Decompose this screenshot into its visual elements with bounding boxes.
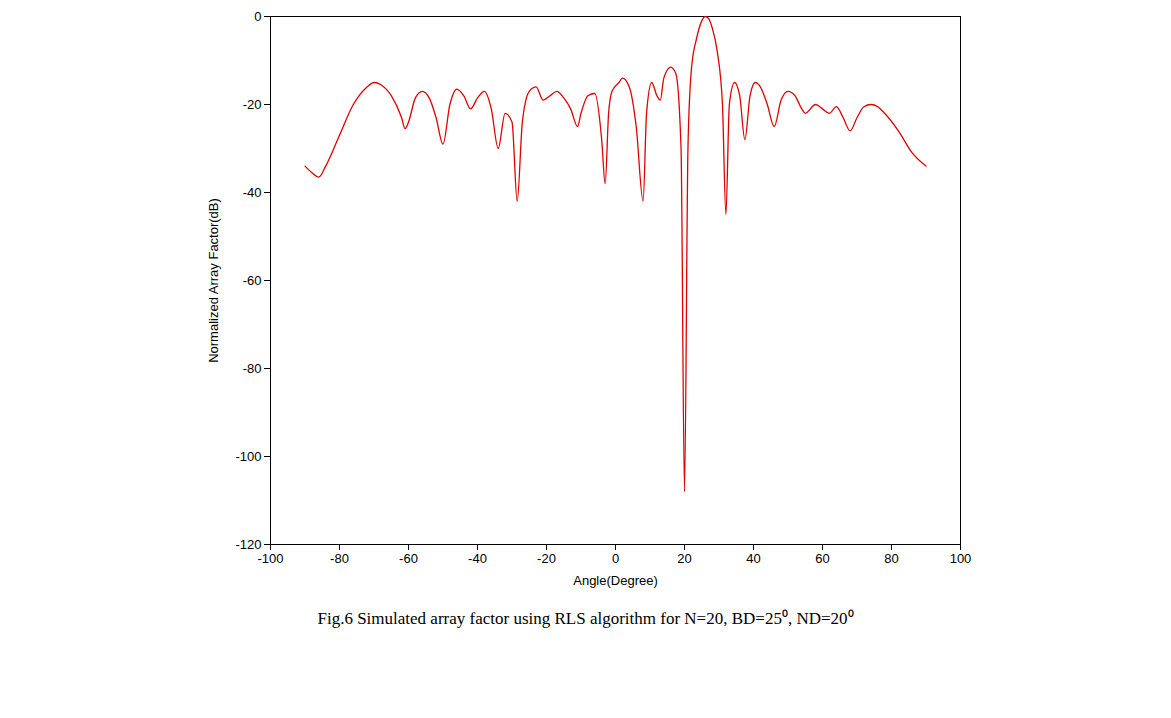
svg-text:-40: -40 xyxy=(243,185,262,200)
svg-text:0: 0 xyxy=(612,551,619,566)
svg-text:-60: -60 xyxy=(243,273,262,288)
svg-text:60: 60 xyxy=(815,551,829,566)
html-text:Fig.6 Simulated array factor u: Fig.6 Simulated array factor using RLS a… xyxy=(317,609,854,628)
svg-text:-20: -20 xyxy=(537,551,556,566)
svg-text:Normalized Array Factor(dB): Normalized Array Factor(dB) xyxy=(206,198,221,363)
svg-text:-120: -120 xyxy=(235,537,261,552)
svg-text:-100: -100 xyxy=(235,449,261,464)
svg-text:-60: -60 xyxy=(399,551,418,566)
svg-text:80: 80 xyxy=(884,551,898,566)
svg-text:40: 40 xyxy=(746,551,760,566)
svg-text:-40: -40 xyxy=(468,551,487,566)
svg-text:-20: -20 xyxy=(243,97,262,112)
svg-text:20: 20 xyxy=(677,551,691,566)
svg-text:0: 0 xyxy=(254,9,261,24)
svg-text:-80: -80 xyxy=(243,361,262,376)
svg-text:100: 100 xyxy=(950,551,972,566)
svg-text:-100: -100 xyxy=(257,551,283,566)
svg-text:-80: -80 xyxy=(330,551,349,566)
svg-text:Angle(Degree): Angle(Degree) xyxy=(573,573,658,588)
